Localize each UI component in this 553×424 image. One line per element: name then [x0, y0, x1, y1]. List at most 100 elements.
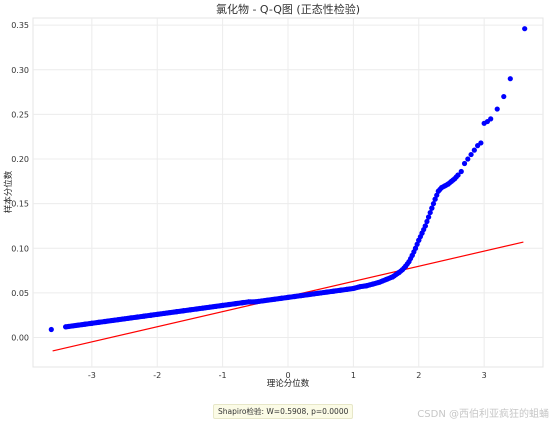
qq-point — [494, 106, 500, 112]
qq-point — [180, 308, 186, 314]
qq-point — [458, 168, 464, 175]
y-tick-label: 0.25 — [11, 110, 29, 119]
qq-point — [403, 263, 409, 269]
y-axis-label: 样本分位数 — [3, 170, 14, 213]
qq-point — [422, 223, 428, 229]
x-tick-label: 1 — [351, 371, 356, 380]
y-tick-label: 0.35 — [11, 21, 29, 30]
qq-point — [115, 317, 121, 323]
x-tick-label: -3 — [88, 371, 96, 380]
qq-point — [48, 326, 54, 333]
qq-point — [425, 214, 432, 220]
qq-point — [390, 274, 396, 280]
qq-point — [265, 297, 271, 303]
qq-point — [488, 116, 494, 122]
qq-point — [102, 318, 108, 325]
qq-point — [434, 192, 440, 198]
x-tick-label: 3 — [482, 371, 487, 380]
qq-point — [63, 324, 69, 330]
qq-point — [298, 292, 304, 299]
qq-point — [363, 283, 370, 289]
qq-point — [187, 307, 193, 313]
qq-point — [465, 156, 471, 162]
qq-point — [429, 205, 435, 211]
qq-point — [259, 298, 265, 304]
qq-point — [432, 196, 438, 202]
qq-point — [154, 311, 160, 317]
x-tick-label: -2 — [153, 371, 161, 380]
qq-point — [278, 295, 285, 301]
qq-point — [344, 286, 350, 292]
qq-point — [135, 314, 141, 320]
qq-point — [331, 288, 337, 294]
qq-point — [108, 317, 115, 324]
chart-title: 氯化物 - Q-Q图 (正态性检验) — [216, 2, 360, 16]
qq-point — [419, 230, 425, 236]
qq-point — [285, 294, 291, 300]
qq-point — [350, 285, 356, 292]
qq-point — [200, 305, 206, 311]
qq-point — [357, 284, 363, 290]
qq-point — [370, 281, 376, 287]
qq-point — [128, 315, 134, 321]
qq-point — [252, 299, 258, 305]
qq-point — [409, 252, 415, 259]
qq-point — [220, 302, 226, 309]
x-tick-label: 2 — [416, 371, 421, 380]
shapiro-annotation: Shapiro检验: W=0.5908, p=0.0000 — [213, 404, 354, 419]
watermark: CSDN @西伯利亚疯狂的蛆蛹 — [417, 409, 549, 420]
qq-point — [318, 290, 324, 296]
qq-point — [95, 319, 101, 325]
qq-point — [383, 276, 389, 283]
qq-point — [239, 300, 245, 306]
x-tick-label: 0 — [285, 371, 290, 380]
qq-point — [501, 93, 507, 100]
x-tick-label: -1 — [219, 371, 227, 380]
qq-point — [76, 322, 82, 328]
points-layer — [48, 26, 528, 333]
qq-point — [161, 310, 167, 317]
qq-point — [455, 172, 461, 178]
qq-point — [193, 306, 200, 312]
x-axis-label: 理论分位数 — [267, 378, 310, 389]
y-tick-label: 0.20 — [11, 155, 29, 164]
qq-point — [416, 237, 422, 243]
qq-point — [478, 140, 484, 146]
qq-point — [272, 296, 278, 302]
qq-point — [507, 76, 513, 82]
qq-point — [468, 151, 474, 158]
qq-point — [291, 293, 298, 300]
qq-point — [121, 316, 128, 322]
qq-point — [82, 321, 88, 327]
qq-point — [414, 241, 420, 247]
qq-point — [311, 291, 317, 297]
qq-point — [471, 147, 477, 153]
y-tick-label: 0.10 — [11, 244, 29, 253]
qq-point — [522, 26, 528, 32]
qq-point — [324, 289, 330, 295]
grid — [33, 18, 543, 367]
qq-point — [399, 267, 406, 273]
qq-point — [141, 313, 147, 319]
qq-point — [452, 176, 458, 182]
qq-point — [424, 218, 430, 225]
qq-point — [246, 299, 252, 305]
qq-point — [337, 287, 343, 293]
qq-point — [148, 312, 154, 318]
qq-point — [461, 160, 468, 167]
ticks: -3 -2 -1 0 1 2 3 0.00 0.05 0.10 0.15 0.20 0.25 0.30 0.… — [11, 21, 487, 380]
qq-point — [167, 309, 173, 316]
qq-point — [435, 188, 441, 194]
y-tick-label: 0.05 — [11, 289, 29, 298]
qq-point — [406, 259, 412, 265]
y-tick-label: 0.30 — [11, 66, 29, 75]
qq-point — [206, 304, 213, 310]
qq-point — [213, 303, 219, 309]
qq-point — [427, 209, 433, 216]
y-tick-label: 0.00 — [11, 334, 29, 343]
qq-point — [233, 301, 239, 307]
qq-point — [376, 279, 383, 285]
qq-point — [174, 309, 180, 315]
qq-point — [430, 201, 437, 207]
